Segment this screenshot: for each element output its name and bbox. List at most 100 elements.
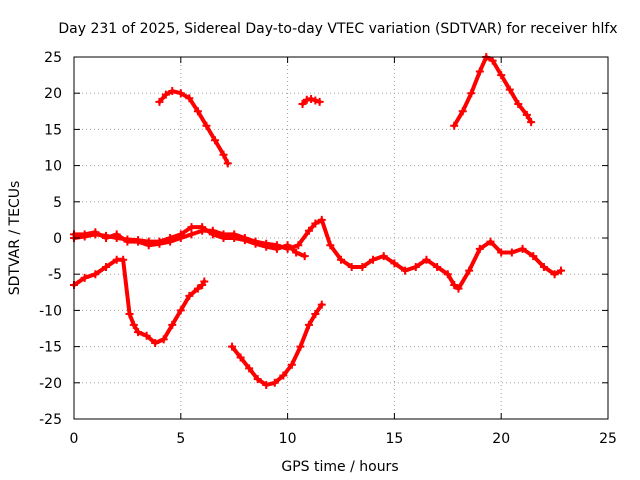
data-point <box>134 328 143 337</box>
data-point <box>283 241 292 250</box>
data-point <box>155 97 164 106</box>
x-tick-label: 10 <box>279 431 297 447</box>
x-axis: 0 5 10 15 20 25 <box>70 57 617 447</box>
y-axis-label: SDTVAR / TECUs <box>7 181 23 296</box>
data-point <box>529 252 538 261</box>
data-point <box>311 219 320 228</box>
data-point <box>270 378 279 387</box>
data-point <box>304 320 313 329</box>
data-point <box>311 310 320 319</box>
data-point <box>527 118 536 127</box>
data-point <box>390 259 399 268</box>
data-point <box>168 87 177 96</box>
data-point <box>443 270 452 279</box>
data-point <box>219 234 228 242</box>
grid <box>74 57 608 419</box>
data-point <box>411 262 420 271</box>
data-point <box>497 71 506 80</box>
y-tick-label: -20 <box>39 376 62 392</box>
x-axis-label: GPS time / hours <box>281 459 398 475</box>
data-point <box>166 234 175 242</box>
data-point <box>450 121 459 130</box>
data-point <box>292 248 301 257</box>
data-point <box>298 100 307 109</box>
data-point <box>475 244 484 253</box>
y-tick-label: 25 <box>44 50 62 66</box>
series-line <box>157 89 230 166</box>
data-point <box>251 239 260 248</box>
data-point <box>450 281 459 290</box>
data-point <box>307 94 316 103</box>
data-point <box>358 262 367 271</box>
data-point <box>514 100 523 109</box>
data-point <box>379 252 388 261</box>
data-point <box>151 338 160 347</box>
data-point <box>488 56 497 65</box>
data-point <box>557 266 566 275</box>
x-tick-label: 15 <box>385 431 403 447</box>
data-point <box>187 223 196 232</box>
y-tick-label: 10 <box>44 159 62 175</box>
data-point <box>401 266 410 275</box>
series-3 <box>70 255 209 347</box>
data-point <box>311 96 320 105</box>
data-point <box>185 291 194 300</box>
data-point <box>300 252 309 261</box>
data-point <box>102 231 111 240</box>
data-point <box>522 110 531 119</box>
data-point <box>296 342 305 351</box>
data-point <box>91 230 100 239</box>
x-tick-label: 25 <box>599 431 617 447</box>
data-point <box>168 320 177 329</box>
series-line <box>230 302 324 387</box>
data-point <box>347 262 356 271</box>
y-tick-label: 20 <box>44 86 62 102</box>
data-point <box>230 234 239 242</box>
data-point <box>287 360 296 369</box>
data-point <box>119 255 128 264</box>
data-point <box>539 262 548 271</box>
series-7 <box>450 53 536 130</box>
data-point <box>176 306 185 315</box>
x-tick-label: 20 <box>492 431 510 447</box>
series-2 <box>70 223 309 261</box>
x-tick-label: 0 <box>70 431 79 447</box>
data-point <box>467 89 476 98</box>
data-point <box>272 244 281 253</box>
data-point <box>304 226 313 235</box>
data-point <box>315 97 324 106</box>
data-point <box>497 248 506 257</box>
data-point <box>223 159 232 168</box>
data-point <box>193 284 202 293</box>
data-point <box>219 150 228 159</box>
data-point <box>317 300 326 309</box>
data-point <box>369 255 378 264</box>
y-tick-label: 15 <box>44 122 62 138</box>
y-tick-label: 5 <box>53 195 62 211</box>
data-point <box>193 107 202 116</box>
data-point <box>279 371 288 380</box>
y-tick-label: -10 <box>39 303 62 319</box>
data-point <box>486 237 495 246</box>
series-layer <box>70 53 566 389</box>
y-tick-label: 0 <box>53 231 62 247</box>
data-point <box>326 241 335 250</box>
data-point <box>161 90 170 99</box>
data-point <box>262 380 271 389</box>
series-line <box>72 257 207 345</box>
data-point <box>294 241 303 250</box>
data-point <box>187 230 196 239</box>
data-point <box>245 364 254 373</box>
data-point <box>475 67 484 76</box>
data-point <box>129 320 138 329</box>
data-point <box>518 244 527 253</box>
x-tick-label: 5 <box>176 431 185 447</box>
data-point <box>176 230 185 239</box>
series-6 <box>298 94 324 109</box>
data-point <box>422 255 431 264</box>
data-point <box>240 236 249 245</box>
data-point <box>142 331 151 340</box>
data-point <box>80 273 89 282</box>
y-tick-label: -5 <box>48 267 62 283</box>
data-point <box>337 255 345 264</box>
